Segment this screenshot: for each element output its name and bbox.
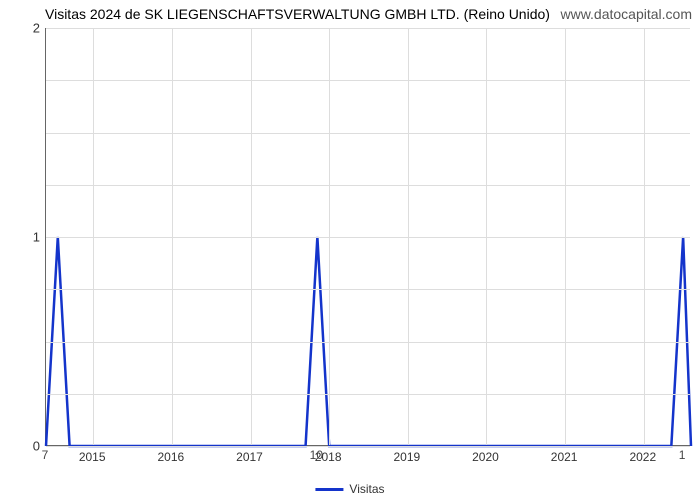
gridline-h-minor <box>46 185 690 186</box>
xtick-label: 2017 <box>236 450 263 464</box>
gridline-h-minor <box>46 289 690 290</box>
point-label: 7 <box>42 448 49 462</box>
gridline-v <box>251 28 252 445</box>
gridline-h <box>46 28 690 29</box>
xtick-label: 2019 <box>393 450 420 464</box>
chart-title: Visitas 2024 de SK LIEGENSCHAFTSVERWALTU… <box>45 6 550 22</box>
gridline-h-minor <box>46 133 690 134</box>
gridline-v <box>486 28 487 445</box>
point-label: 10 <box>310 448 323 462</box>
gridline-v <box>93 28 94 445</box>
point-label: 1 <box>679 448 686 462</box>
ytick-label: 0 <box>33 439 40 454</box>
xtick-label: 2021 <box>551 450 578 464</box>
gridline-v <box>408 28 409 445</box>
gridline-v <box>329 28 330 445</box>
gridline-h <box>46 446 690 447</box>
gridline-v <box>565 28 566 445</box>
gridline-h-minor <box>46 394 690 395</box>
gridline-h-minor <box>46 342 690 343</box>
legend-label: Visitas <box>349 482 384 496</box>
xtick-label: 2020 <box>472 450 499 464</box>
ytick-label: 2 <box>33 21 40 36</box>
gridline-h <box>46 237 690 238</box>
ytick-label: 1 <box>33 230 40 245</box>
plot-area <box>45 28 690 446</box>
gridline-h-minor <box>46 80 690 81</box>
xtick-label: 2022 <box>629 450 656 464</box>
gridline-v <box>644 28 645 445</box>
watermark-text: www.datocapital.com <box>560 6 692 22</box>
xtick-label: 2016 <box>157 450 184 464</box>
legend: Visitas <box>315 482 384 496</box>
gridline-v <box>172 28 173 445</box>
xtick-label: 2015 <box>79 450 106 464</box>
legend-swatch <box>315 488 343 491</box>
